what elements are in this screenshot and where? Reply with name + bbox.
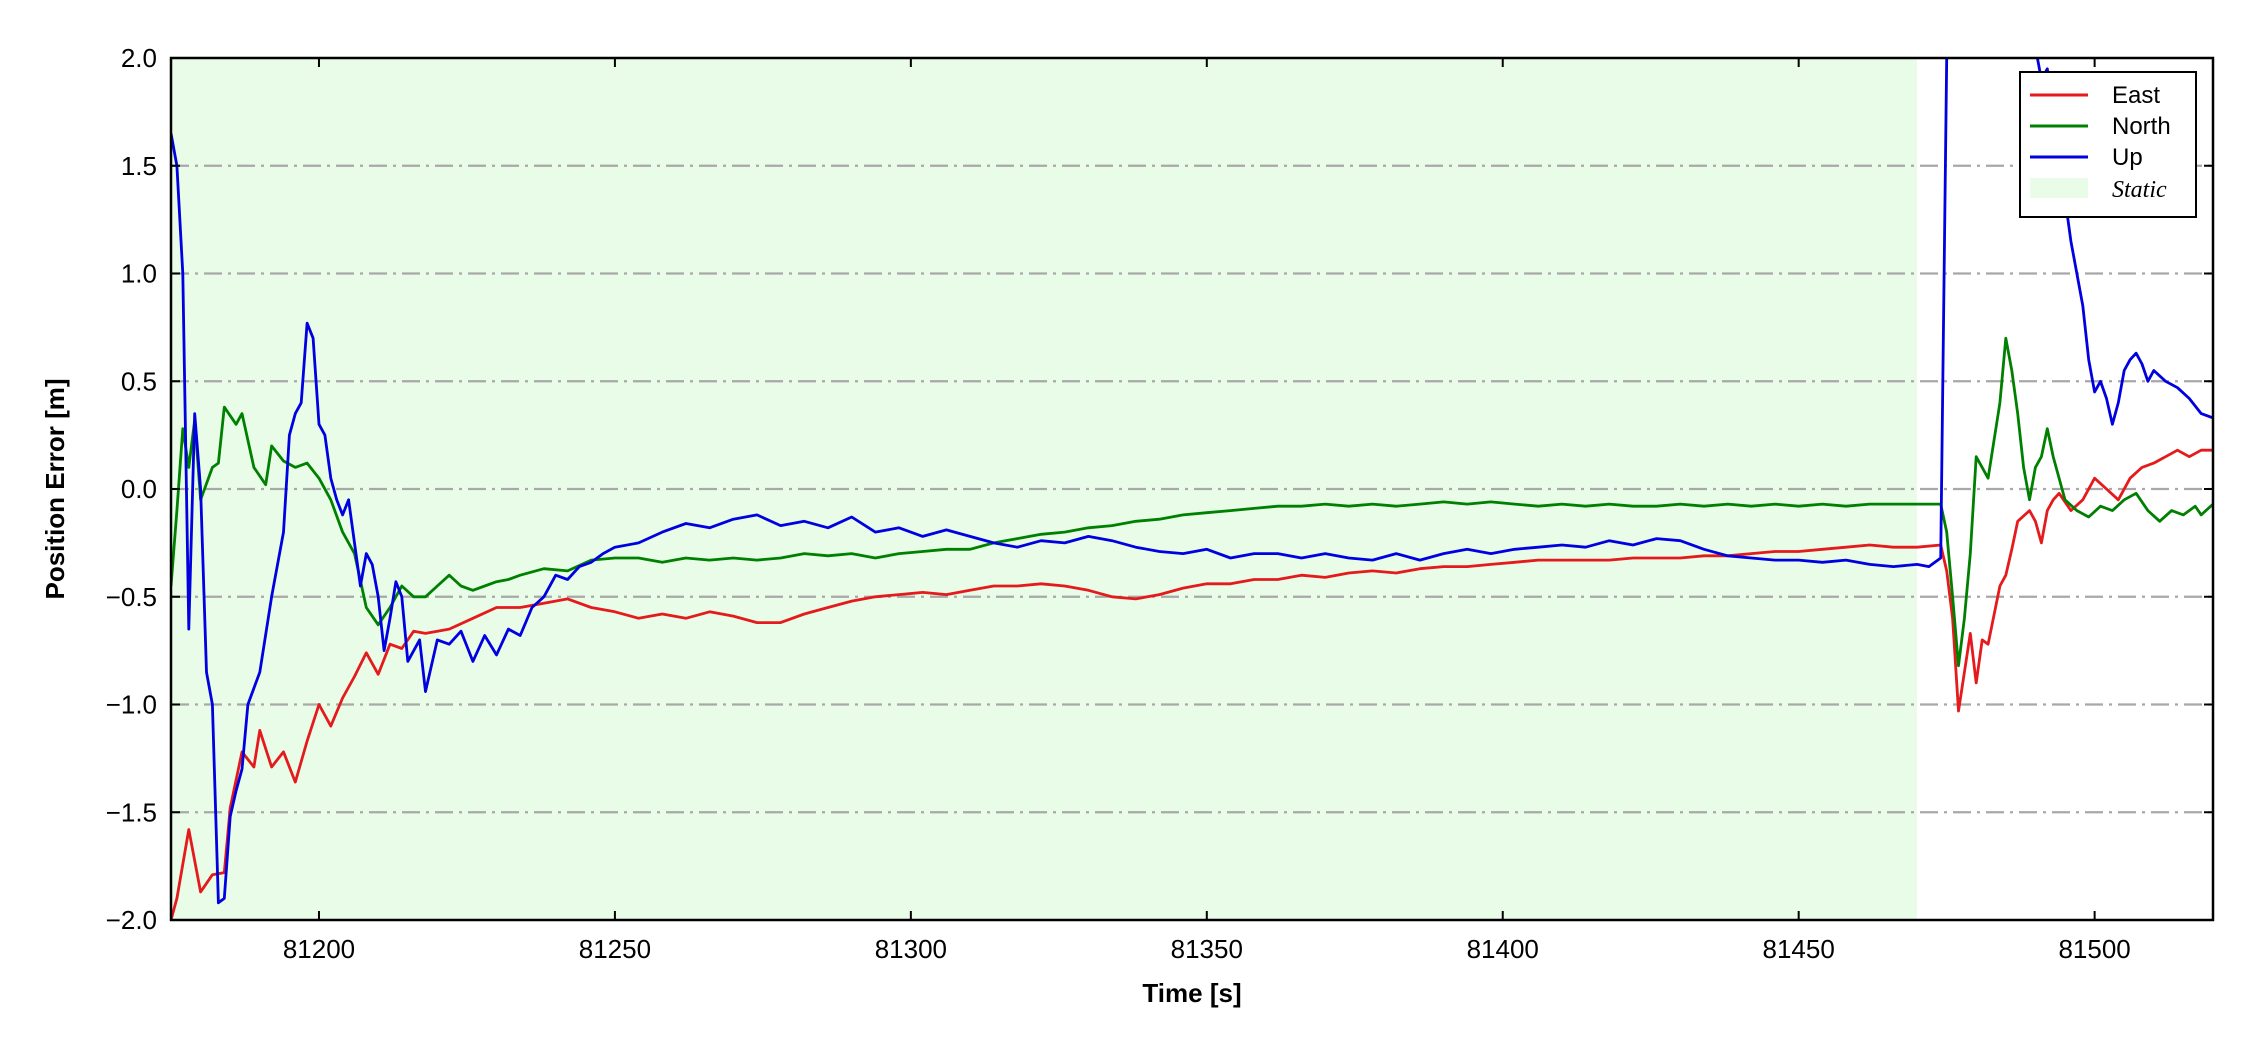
x-axis-label: Time [s] (1142, 978, 1241, 1008)
series-line-north (171, 336, 2213, 668)
grid-layer (171, 164, 2213, 814)
series-line-east (171, 448, 2213, 920)
series-layer (171, 58, 2213, 920)
tick-layer: 81200 81250 81300 81350 81400 81450 81500 −2.0 −… (106, 43, 2213, 964)
y-tick-label-5: 0.5 (121, 366, 157, 396)
y-tick-label-2: −1.0 (106, 690, 157, 720)
y-axis-label: Position Error [m] (40, 378, 70, 599)
y-tick-label-3: −0.5 (106, 582, 157, 612)
x-tick-label-6: 81500 (2058, 934, 2130, 964)
x-tick-label-3: 81350 (1171, 934, 1243, 964)
legend-label-east: East (2112, 82, 2160, 109)
x-tick-label-0: 81200 (283, 934, 355, 964)
y-tick-label-0: −2.0 (106, 905, 157, 935)
series-line-up (171, 58, 2213, 905)
legend-label-up: Up (2112, 144, 2143, 171)
x-tick-label-2: 81300 (875, 934, 947, 964)
x-tick-label-5: 81450 (1763, 934, 1835, 964)
y-tick-label-6: 1.0 (121, 259, 157, 289)
x-tick-label-1: 81250 (579, 934, 651, 964)
y-tick-label-1: −1.5 (106, 797, 157, 827)
y-tick-label-4: 0.0 (121, 474, 157, 504)
legend-label-static: Static (2112, 177, 2167, 203)
legend-label-north: North (2112, 113, 2171, 140)
y-tick-label-7: 1.5 (121, 151, 157, 181)
legend: East North Up Static (2019, 71, 2197, 218)
x-tick-label-4: 81400 (1467, 934, 1539, 964)
y-tick-label-8: 2.0 (121, 43, 157, 73)
legend-swatch-static (2030, 178, 2088, 198)
